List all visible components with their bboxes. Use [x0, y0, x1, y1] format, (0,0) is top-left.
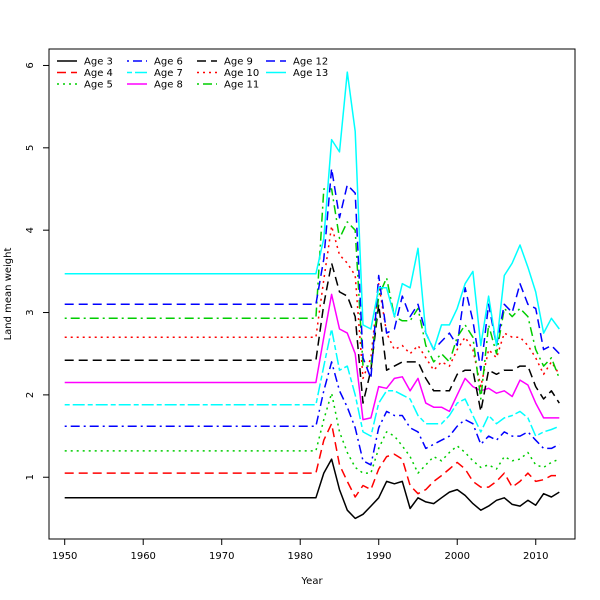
x-tick-label: 1960 [130, 551, 155, 562]
legend-entry-age-8: Age 8 [127, 80, 183, 91]
series-line-age-13 [64, 71, 560, 351]
x-tick-label: 1970 [209, 551, 234, 562]
legend-label: Age 3 [84, 57, 113, 68]
series-layer [64, 71, 561, 520]
y-tick-label: 3 [25, 309, 36, 315]
legend-label: Age 6 [154, 57, 183, 68]
legend-label: Age 9 [224, 57, 253, 68]
series-line-age-6 [64, 361, 560, 466]
legend-label: Age 12 [293, 57, 328, 68]
legend-entry-age-12: Age 12 [266, 57, 328, 68]
series-line-age-11 [64, 188, 561, 400]
legend-entry-age-5: Age 5 [57, 80, 113, 91]
y-axis-title: Land mean weight [3, 248, 14, 341]
x-axis-title: Year [300, 576, 323, 587]
legend-label: Age 8 [154, 80, 183, 91]
legend-entry-age-10: Age 10 [197, 68, 259, 79]
y-tick-label: 6 [25, 62, 36, 68]
series-line-age-12 [64, 167, 560, 380]
legend-label: Age 11 [224, 80, 259, 91]
legend-label: Age 7 [154, 68, 183, 79]
legend-entry-age-9: Age 9 [197, 57, 253, 68]
legend-entry-age-4: Age 4 [57, 68, 113, 79]
legend-entry-age-13: Age 13 [266, 68, 328, 79]
series-line-age-4 [64, 422, 560, 498]
x-tick-label: 2010 [523, 551, 548, 562]
legend-entry-age-3: Age 3 [57, 57, 113, 68]
series-line-age-7 [64, 328, 560, 437]
x-tick-label: 1980 [287, 551, 312, 562]
x-tick-label: 1990 [366, 551, 391, 562]
legend-label: Age 5 [84, 80, 113, 91]
x-tick-label: 1950 [52, 551, 77, 562]
legend-label: Age 10 [224, 68, 259, 79]
y-axis: 1 2 3 4 5 6 [25, 62, 50, 480]
series-line-age-9 [64, 262, 560, 413]
legend-label: Age 13 [293, 68, 328, 79]
x-tick-label: 2000 [445, 551, 470, 562]
x-axis: 1950 1960 1970 1980 1990 2000 2010 [52, 538, 548, 562]
legend-entry-age-6: Age 6 [127, 57, 183, 68]
legend-entry-age-7: Age 7 [127, 68, 183, 79]
legend-entry-age-11: Age 11 [197, 80, 259, 91]
y-tick-label: 2 [25, 392, 36, 398]
y-tick-label: 1 [25, 474, 36, 480]
y-tick-label: 5 [25, 145, 36, 151]
legend-label: Age 4 [84, 68, 113, 79]
y-tick-label: 4 [25, 227, 36, 233]
series-line-age-5 [64, 392, 560, 474]
series-line-age-3 [64, 458, 560, 520]
